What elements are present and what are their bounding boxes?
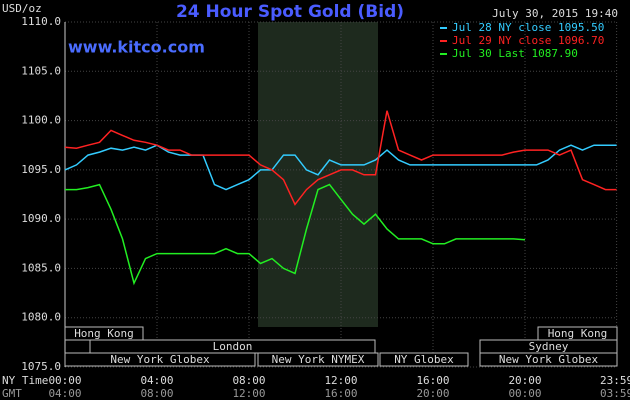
chart-title: 24 Hour Spot Gold (Bid) [176,2,404,22]
session-box [64,352,256,367]
session-label: London [213,340,253,353]
session-box [479,352,618,367]
y-tick-label: 1110.0 [21,15,61,28]
session-label: New York Globex [110,353,210,366]
session-label: NY Globex [394,353,454,366]
timestamp: July 30, 2015 19:40 [492,7,618,20]
x-label: NY Time [2,374,48,387]
x2-label: GMT [2,387,22,400]
legend-label: Jul 28 NY close 1095.50 [452,21,604,34]
session-box [257,352,379,367]
x-tick-label: 00:00 [48,374,81,387]
y-tick-label: 1095.0 [21,163,61,176]
session-label: New York NYMEX [272,353,365,366]
source: www.kitco.com [68,38,205,57]
x-tick-label: 23:59 [600,374,630,387]
x2-tick-label: 00:00 [508,387,541,400]
legend-label: Jul 29 NY close 1096.70 [452,34,604,47]
x2-tick-label: 04:00 [48,387,81,400]
x2-tick-label: 20:00 [416,387,449,400]
x-tick-label: 20:00 [508,374,541,387]
legend-label: Jul 30 Last 1087.90 [452,47,578,60]
y-unit: USD/oz [2,2,42,15]
x2-tick-label: 12:00 [232,387,265,400]
session-label: Hong Kong [548,327,608,340]
y-tick-label: 1105.0 [21,64,61,77]
series-line [64,110,617,206]
y-tick-label: 1075.0 [21,360,61,373]
x2-tick-label: 08:00 [140,387,173,400]
session-label: Hong Kong [74,327,134,340]
x2-tick-label: 03:59 [600,387,630,400]
session-label: Sydney [529,340,569,353]
session-label: New York Globex [499,353,599,366]
y-tick-label: 1080.0 [21,311,61,324]
x-tick-label: 08:00 [232,374,265,387]
y-tick-label: 1090.0 [21,212,61,225]
y-tick-label: 1100.0 [21,114,61,127]
series-line [65,183,526,286]
x-tick-label: 12:00 [324,374,357,387]
x-tick-label: 16:00 [416,374,449,387]
x2-tick-label: 16:00 [324,387,357,400]
x-tick-label: 04:00 [140,374,173,387]
session-box [379,352,469,367]
session-box [64,339,91,354]
y-tick-label: 1085.0 [21,261,61,274]
